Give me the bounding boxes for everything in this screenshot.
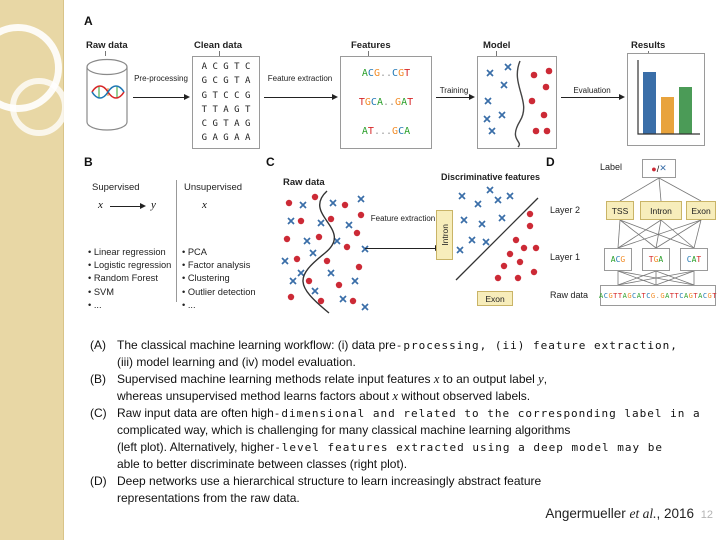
feature-extraction-arrow-label: Feature extraction — [267, 74, 333, 83]
column-divider — [176, 180, 177, 302]
slash-glyph: / — [656, 163, 660, 174]
decor-ring-small-icon — [10, 78, 68, 136]
raw-data-scatter — [281, 190, 369, 314]
preprocessing-arrow — [133, 93, 190, 100]
caption-line: representations from the raw data. — [117, 491, 300, 505]
list-item: Clustering — [182, 272, 256, 285]
red-dot-glyph: ● — [651, 163, 657, 174]
list-item: PCA — [182, 246, 256, 259]
caption-line: (left plot). Alternatively, higher‐level… — [117, 440, 663, 454]
panel-c-label: C — [266, 155, 275, 169]
training-arrow — [436, 93, 475, 100]
unsupervised-diagram-x: x — [202, 199, 207, 211]
intron-axis-label: Intron — [436, 210, 453, 260]
list-item: Factor analysis — [182, 259, 256, 272]
caption-line: (iii) model learning and (iv) model eval… — [117, 355, 356, 369]
caption-line: (D) Deep networks use a hierarchical stru… — [90, 474, 542, 488]
list-item: Random Forest — [88, 272, 171, 285]
clean-data-box: A C G T C G C G T A G T C C G T T A G T … — [192, 56, 260, 149]
layer1-row-text: Layer 1 — [550, 252, 581, 262]
evaluation-arrow — [561, 93, 625, 100]
blue-cross-glyph: ✕ — [659, 163, 667, 173]
attribution: Angermueller et al., 2016 — [545, 506, 694, 521]
sequence-row: G A G A A — [201, 133, 251, 144]
caption-line: (B) Supervised machine learning methods r… — [90, 372, 548, 386]
model-scatter-icon — [483, 60, 553, 148]
layer2-row-text: Layer 2 — [550, 205, 581, 215]
stage-tick — [219, 51, 220, 56]
panel-d-label: D — [546, 155, 555, 169]
list-item: Logistic regression — [88, 259, 172, 272]
supervised-list: Linear regression Logistic regression Ra… — [88, 246, 172, 312]
sequence-row: G C G T A — [201, 76, 251, 87]
sequence-row: A C G T C — [201, 62, 251, 72]
stage-title-clean-data: Clean data — [194, 40, 243, 51]
page-number: 12 — [700, 509, 713, 521]
list-item: ... — [88, 299, 171, 312]
stage-title-raw-data: Raw data — [86, 40, 128, 51]
evaluation-arrow-label: Evaluation — [573, 86, 611, 95]
supervised-diagram-arrow — [110, 202, 146, 209]
caption-line: (C) Raw input data are often high‐dimensi… — [90, 406, 701, 420]
panel-c-feature-extraction-arrow — [365, 244, 441, 251]
list-item: ... — [182, 299, 256, 312]
motif-row: ACG..CGT — [361, 68, 411, 79]
model-box — [477, 56, 557, 149]
unsupervised-list: PCA Factor analysis Clustering Outlier d… — [182, 246, 256, 312]
raw-data-row-text: Raw data — [550, 290, 589, 300]
panel-c-feature-extraction-label: Feature extraction — [370, 214, 436, 223]
feature-extraction-arrow — [264, 93, 338, 100]
list-item: Linear regression — [88, 246, 171, 259]
sequence-row: T T A G T — [201, 104, 251, 115]
stage-tick — [105, 51, 106, 56]
database-cylinder-icon — [86, 58, 128, 131]
figure-caption: (A) The classical machine learning workfl… — [90, 337, 720, 507]
results-box — [627, 53, 705, 146]
label-row-text: Label — [600, 162, 623, 172]
supervised-diagram-y: y — [151, 199, 156, 211]
unsupervised-header: Unsupervised — [184, 182, 243, 193]
label-symbol-box: ● / ✕ — [642, 159, 676, 178]
caption-line: able to better discriminate between clas… — [117, 457, 408, 471]
discriminative-features-scatter — [455, 186, 540, 282]
dna-helix-icon — [91, 85, 125, 99]
stage-tick — [496, 51, 497, 56]
panel-a-label: A — [84, 14, 93, 28]
results-bar-chart-icon — [637, 60, 700, 135]
preprocessing-arrow-label: Pre-processing — [134, 74, 188, 83]
discriminative-features-title: Discriminative features — [441, 172, 541, 182]
panel-b-label: B — [84, 155, 93, 169]
raw-data-plot-title: Raw data — [283, 177, 325, 188]
caption-line: whereas unsupervised method learns facto… — [117, 389, 531, 403]
network-lines — [617, 177, 702, 286]
layer2-node-tss: TSS — [606, 201, 634, 220]
supervised-diagram-x: x — [98, 199, 103, 211]
layer2-node-exon: Exon — [686, 201, 716, 220]
sequence-row: C G T A G — [201, 119, 251, 130]
stage-title-results: Results — [631, 40, 666, 51]
stage-title-model: Model — [483, 40, 511, 51]
list-item: Outlier detection — [182, 286, 256, 299]
sequence-row: G T C C G — [201, 90, 251, 101]
caption-line: complicated way, which is challenging fo… — [117, 423, 571, 437]
stage-title-features: Features — [351, 40, 391, 51]
motif-row: TGCA..GAT — [358, 97, 414, 108]
list-item: SVM — [88, 286, 171, 299]
features-box: ACG..CGT TGCA..GAT AT...GCA — [340, 56, 432, 149]
layer2-node-intron: Intron — [640, 201, 682, 220]
side-band — [0, 0, 68, 540]
caption-line: (A) The classical machine learning workfl… — [90, 338, 678, 352]
exon-axis-label: Exon — [477, 291, 513, 306]
motif-row: AT...GCA — [361, 126, 411, 137]
training-arrow-label: Training — [439, 86, 469, 95]
stage-tick — [368, 51, 369, 56]
supervised-header: Supervised — [92, 182, 140, 193]
